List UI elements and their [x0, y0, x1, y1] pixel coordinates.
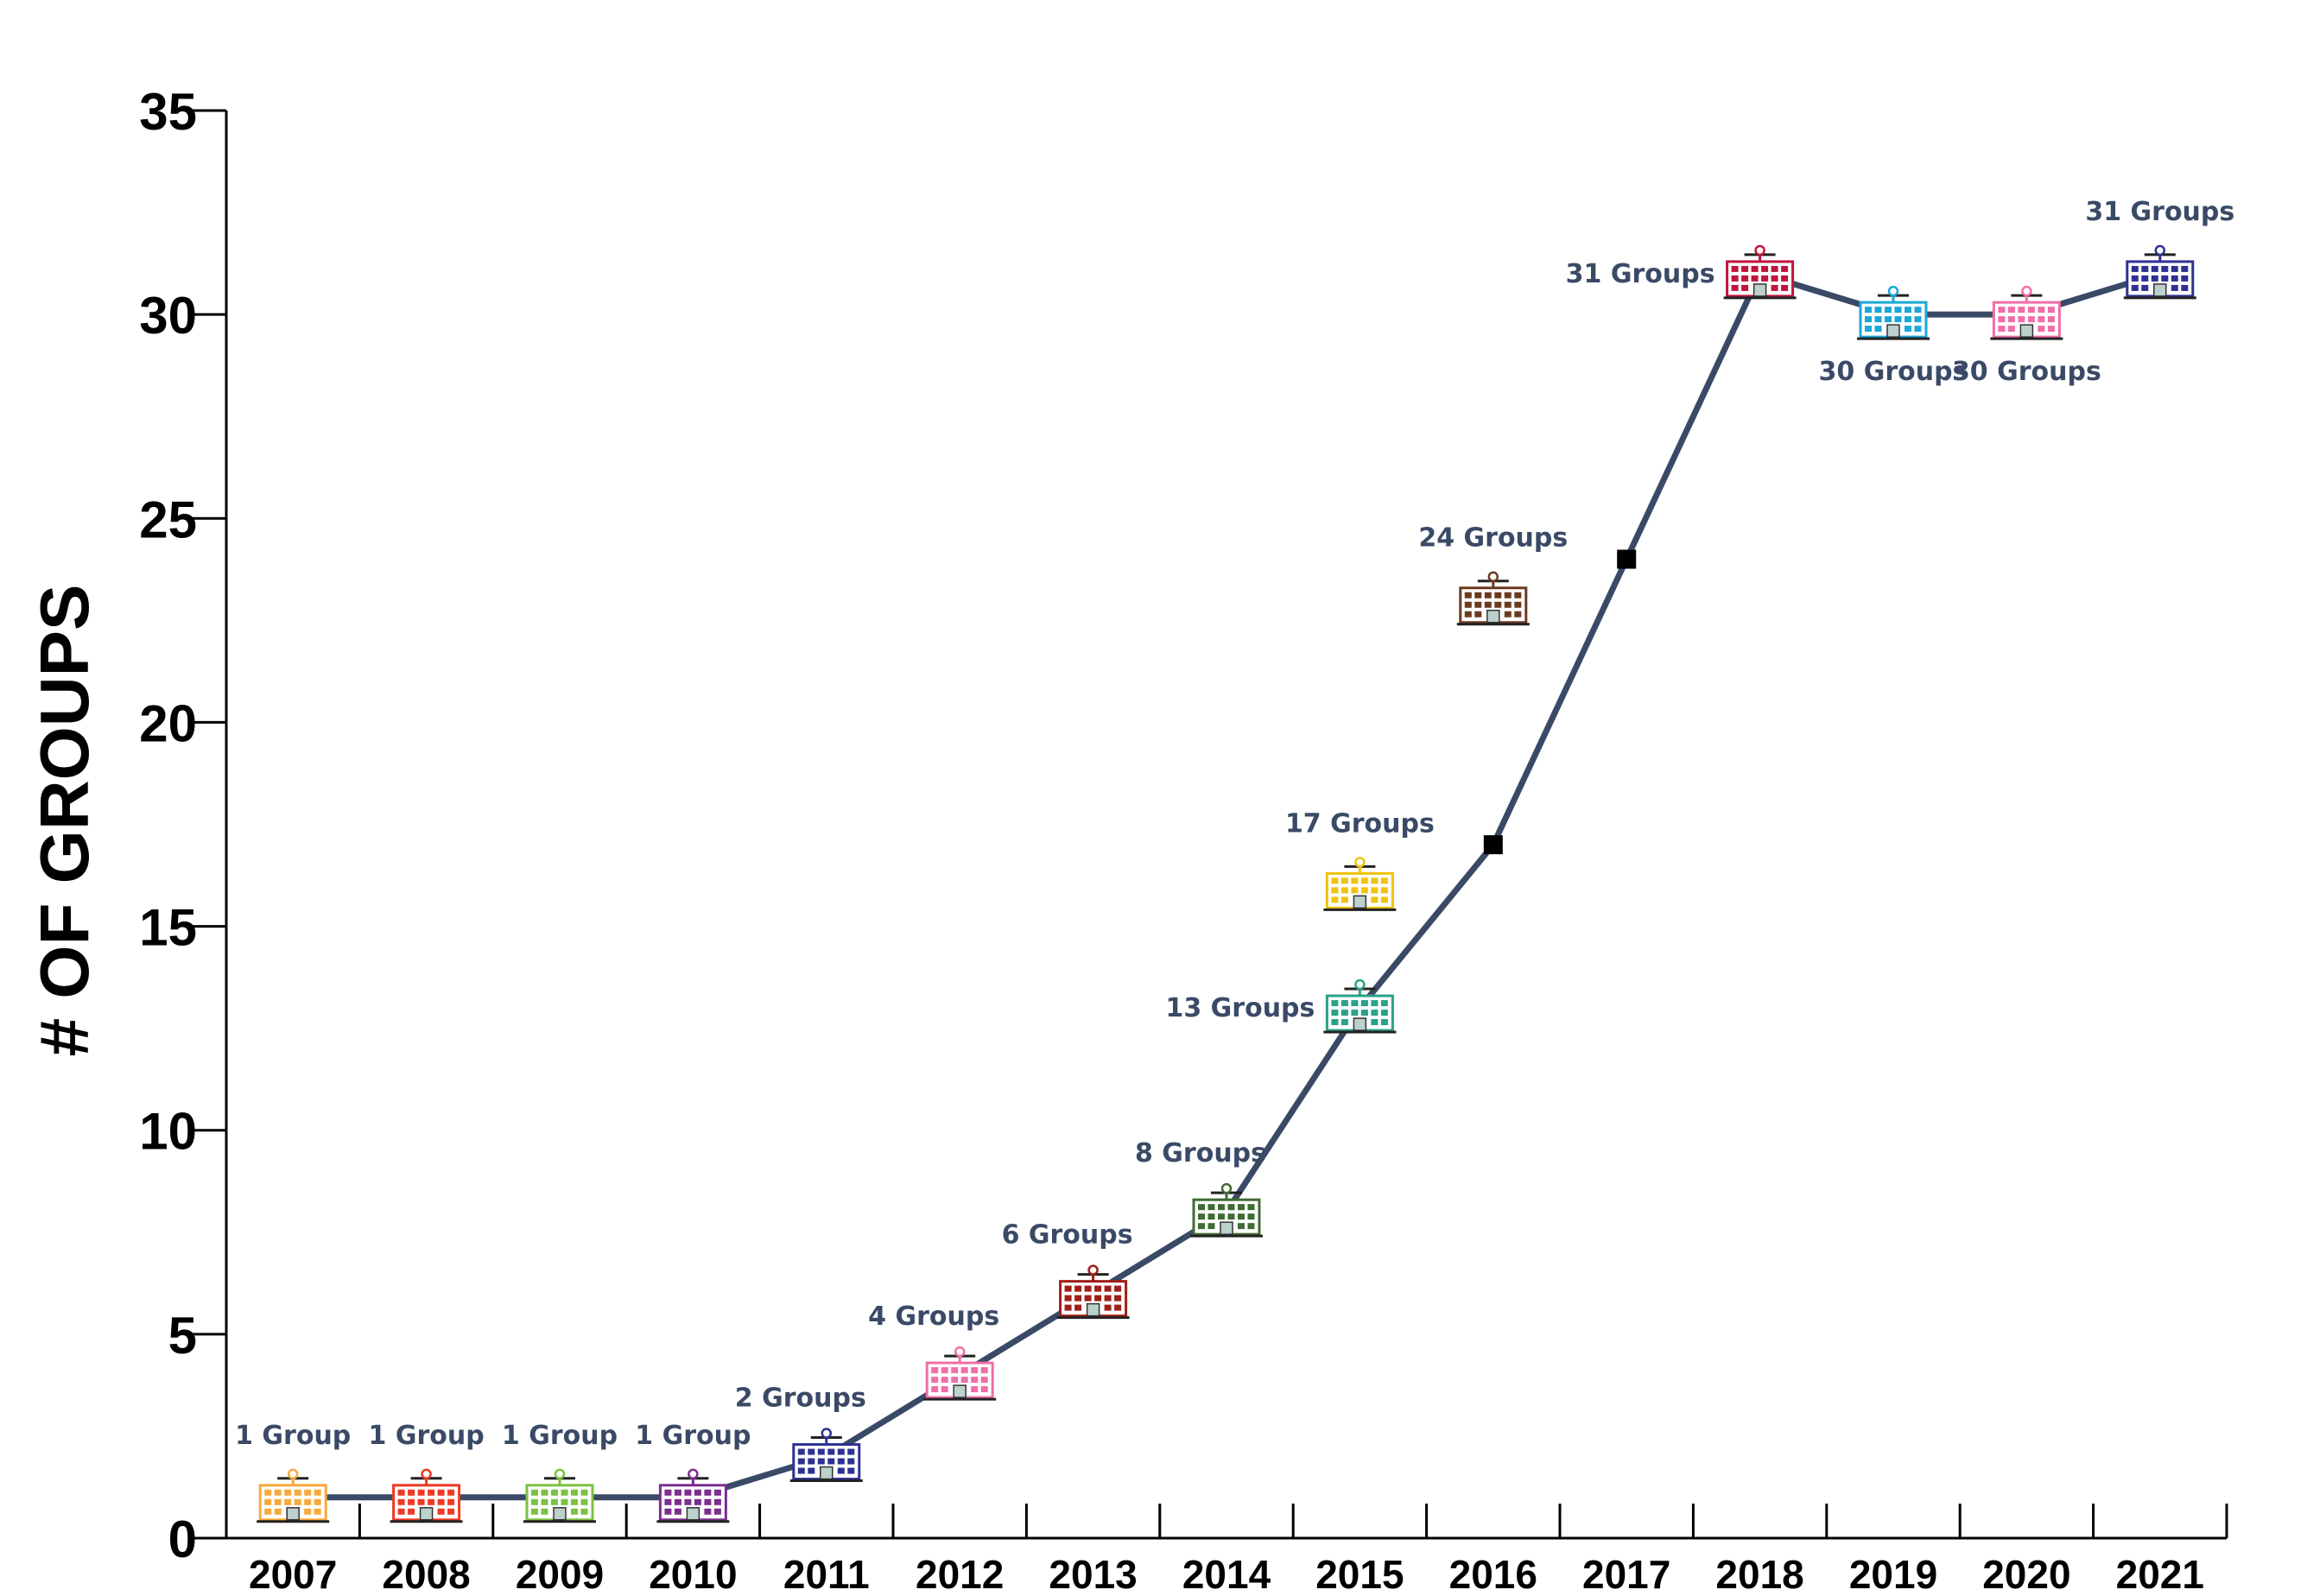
x-tick-label: 2016: [1449, 1552, 1537, 1596]
y-axis-label: # OF GROUPS: [26, 585, 103, 1057]
x-tick-label: 2012: [916, 1552, 1004, 1596]
building-icon: [789, 1428, 863, 1483]
data-label: 6 Groups: [1002, 1220, 1133, 1251]
x-tick-label: 2009: [516, 1552, 604, 1596]
data-label: 31 Groups: [2085, 197, 2234, 227]
building-icon: [923, 1346, 997, 1401]
data-label: 8 Groups: [1135, 1138, 1266, 1168]
y-tick-label: 10: [139, 1103, 197, 1161]
y-tick-label: 5: [168, 1307, 197, 1365]
building-icon: [656, 1468, 730, 1523]
x-tick-label: 2007: [249, 1552, 337, 1596]
building-icon: [1323, 978, 1397, 1034]
marker-group: [257, 244, 2196, 1523]
x-tick-label: 2008: [382, 1552, 470, 1596]
building-icon: [1723, 244, 1797, 300]
y-tick-label: 15: [139, 899, 197, 957]
square-marker: [1483, 835, 1503, 855]
building-icon: [1857, 285, 1930, 340]
building-icon: [257, 1468, 330, 1523]
y-tick-label: 25: [139, 491, 197, 548]
data-label: 1 Group: [635, 1421, 751, 1451]
x-tick-label: 2021: [2116, 1552, 2204, 1596]
building-icon: [390, 1468, 463, 1523]
series-line: [289, 270, 2164, 1501]
data-label: 13 Groups: [1165, 993, 1315, 1023]
x-tick-label: 2019: [1849, 1552, 1937, 1596]
building-icon: [2123, 244, 2196, 300]
data-label: 1 Group: [502, 1421, 618, 1451]
building-icon: [1990, 285, 2063, 340]
x-tick-label: 2010: [649, 1552, 737, 1596]
y-tick-label: 0: [168, 1510, 197, 1568]
data-label: 30 Groups: [1819, 357, 1968, 387]
x-tick-label: 2011: [783, 1552, 870, 1596]
building-icon: [1056, 1264, 1130, 1320]
x-tick-label: 2017: [1582, 1552, 1670, 1596]
square-marker: [1617, 549, 1637, 569]
data-label-group: 1 Group 1 Group 1 Group 1 Group 2 Groups 4 Gr…: [235, 197, 2234, 1451]
y-tick-label: 35: [139, 83, 197, 141]
building-icon: [1323, 857, 1397, 911]
series-line-group: [289, 270, 2164, 1501]
data-label: 31 Groups: [1566, 259, 1715, 289]
x-tick-label: 2014: [1182, 1552, 1271, 1596]
building-icon: [1456, 571, 1530, 626]
data-label: 24 Groups: [1418, 523, 1568, 554]
x-tick-label: 2015: [1315, 1552, 1404, 1596]
data-label: 1 Group: [369, 1421, 485, 1451]
data-label: 30 Groups: [1952, 357, 2101, 387]
data-label: 17 Groups: [1285, 808, 1435, 839]
chart-axes: 0 5 10 15 20 25 30 35 2007 2008 2009 2010 2011 2012 20…: [139, 83, 2228, 1596]
x-tick-label: 2018: [1715, 1552, 1803, 1596]
building-icon: [1190, 1182, 1263, 1238]
x-tick-label: 2020: [1982, 1552, 2070, 1596]
data-label: 4 Groups: [868, 1302, 999, 1332]
data-label: 2 Groups: [735, 1384, 866, 1414]
building-icon: [523, 1468, 596, 1523]
x-tick-label: 2013: [1049, 1552, 1137, 1596]
y-tick-label: 30: [139, 287, 197, 345]
data-label: 1 Group: [235, 1421, 351, 1451]
y-tick-label: 20: [139, 694, 197, 752]
